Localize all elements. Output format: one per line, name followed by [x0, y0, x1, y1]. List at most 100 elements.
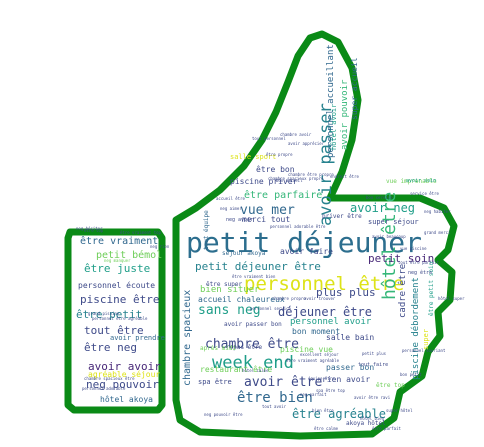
cloud-word: être petit: [76, 308, 142, 321]
word-layer: petit déjeuner personnel être avoir passer…: [76, 44, 465, 431]
cloud-word: plus plus: [316, 286, 376, 299]
cloud-word: accueil chaleureux: [198, 295, 285, 304]
cloud-word: tout personnel: [252, 136, 286, 141]
cloud-word: neg avoir: [226, 217, 253, 223]
cloud-word: grand piscine: [88, 311, 120, 316]
cloud-word: être propre: [266, 152, 293, 157]
cloud-word: neg aimer: [220, 206, 242, 211]
cloud-word: chambre spacieux: [182, 290, 193, 386]
cloud-word: petit soin: [368, 252, 434, 265]
cloud-word: avoir prendre: [110, 334, 165, 342]
cloud-word: petit plus: [362, 351, 387, 356]
cloud-word: neg être: [408, 269, 432, 276]
cloud-word: avoir apprécier: [288, 141, 325, 146]
cloud-word: passer bon: [326, 363, 374, 372]
cloud-word: tout être: [84, 324, 144, 337]
cloud-word: piscine vue: [280, 345, 333, 354]
cloud-word: piscine priver: [230, 177, 298, 186]
cloud-word: tout avoir: [262, 404, 287, 409]
cloud-word: rien avoir: [322, 375, 370, 384]
cloud-word: avoir neg: [350, 201, 415, 215]
cloud-word: super accueil: [350, 57, 359, 120]
cloud-word: sans neg: [198, 303, 261, 318]
cloud-word: être vraiment agréable: [286, 358, 340, 363]
cloud-word: restaurant être: [200, 364, 272, 374]
cloud-word: hôtel calme: [242, 368, 269, 373]
cloud-word: personnel être: [244, 273, 404, 295]
cloud-word: chambre être propre: [288, 172, 334, 177]
cloud-word: endroit être: [330, 174, 359, 179]
cloud-word: être parfait: [372, 426, 401, 431]
cloud-word: piscine débordement: [410, 277, 421, 380]
cloud-word: neg manquer: [104, 258, 131, 263]
cloud-word: bon petit: [400, 372, 422, 377]
cloud-word: être calme: [314, 426, 339, 431]
cloud-word: avoir être ravi: [354, 395, 391, 400]
cloud-word: personnel accueillant: [326, 44, 336, 158]
cloud-word: avoir passer bon: [224, 321, 282, 328]
cloud-word: être bon: [256, 164, 295, 174]
cloud-word: bon moment: [292, 327, 340, 336]
cloud-word: spa être top: [316, 388, 345, 393]
cloud-word: neg hésiter: [76, 226, 103, 231]
cloud-word: salle bain: [326, 333, 374, 342]
cloud-word: bien situer: [200, 285, 260, 295]
cloud-word: être juste: [84, 262, 150, 275]
cloud-word: tout être parfait: [398, 260, 440, 265]
cloud-word: agréable séjour: [88, 369, 160, 379]
cloud-word: priver être: [322, 213, 362, 220]
cloud-word: vue imprenable: [386, 178, 437, 185]
cloud-word: être neg: [84, 341, 137, 354]
cloud-word: super hôtel: [386, 408, 413, 413]
cloud-word: hôtel super: [438, 296, 465, 301]
cloud-word: être super: [206, 281, 243, 288]
cloud-word: être agréable: [292, 407, 386, 421]
cloud-word: akoya hôtel: [346, 420, 386, 427]
cloud-word: hôtel akoya: [100, 394, 153, 404]
cloud-word: accueil être: [216, 196, 245, 201]
cloud-word: avoir beaucoup: [372, 234, 406, 239]
cloud-word: séjour akoya: [222, 250, 266, 257]
cloud-word: vue mer: [240, 203, 295, 218]
cloud-word: être bien: [237, 390, 313, 406]
cloud-word: être top: [84, 228, 104, 233]
cloud-word: être vraiment bien: [232, 274, 276, 279]
cloud-word: neg pouvoir: [86, 378, 159, 391]
cloud-word: bon accueil: [276, 178, 303, 183]
cloud-word: tout faire: [358, 362, 388, 368]
cloud-word: petit déjeuner: [186, 226, 422, 259]
cloud-word: avoir passer: [316, 103, 336, 226]
cloud-word: grand merci: [424, 230, 451, 235]
cloud-word: être vraiment: [80, 235, 158, 247]
cloud-word: équipe être: [308, 376, 335, 381]
cloud-word: hôtel être: [379, 192, 400, 300]
cloud-word: merci tout: [242, 215, 290, 224]
cloud-word: personnel écoute: [78, 280, 155, 290]
cloud-word: bien être: [312, 408, 334, 413]
cloud-word: avoir pouvoir: [340, 79, 350, 150]
cloud-word: être top: [376, 382, 405, 389]
cloud-word: bon service: [366, 195, 393, 200]
cloud-word: repas être: [226, 344, 263, 351]
cloud-word: spa être: [198, 378, 232, 386]
cloud-word: neg habiter: [424, 209, 451, 214]
cloud-word: hôtel avoir: [330, 104, 338, 150]
cloud-word: neg parfait: [300, 392, 327, 397]
cloud-word: chambre propre: [272, 296, 306, 301]
cloud-word: personnel service: [250, 306, 292, 311]
cloud-word: personnel avoir: [290, 317, 372, 327]
cloud-word: week end: [212, 353, 294, 373]
cloud-word: avoir faire: [280, 247, 333, 256]
cloud-word: chambre avoir: [280, 132, 312, 137]
cloud-word: tout équipe: [203, 210, 210, 250]
cloud-word: avoir avoir: [88, 360, 161, 373]
cloud-word: avoir soin: [406, 178, 436, 184]
cloud-word: petit bémol: [96, 249, 162, 261]
cloud-word: personnel adorable: [82, 386, 126, 391]
cloud-word: personnel adorable être: [270, 224, 326, 229]
cloud-word: hôtel bien: [360, 416, 385, 421]
cloud-word: super: [422, 329, 430, 350]
cloud-word: cadre être: [397, 264, 408, 318]
